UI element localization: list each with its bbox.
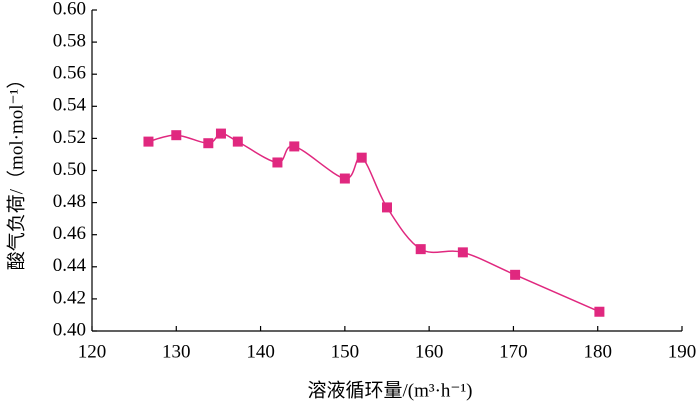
y-tick-label: 0.46 [53, 223, 86, 244]
y-tick-label: 0.58 [53, 30, 86, 51]
y-tick-label: 0.60 [53, 0, 86, 19]
marker [457, 247, 468, 258]
x-tick-label: 120 [78, 341, 107, 362]
y-tick-label: 0.44 [53, 255, 87, 276]
y-tick-label: 0.42 [53, 287, 86, 308]
marker [356, 152, 367, 163]
marker [415, 244, 426, 255]
x-tick-label: 130 [162, 341, 191, 362]
series-line [148, 132, 600, 313]
y-axis-label: 酸气负荷/（mol·mol⁻¹） [5, 70, 27, 270]
x-tick-label: 170 [499, 341, 528, 362]
x-tick-label: 140 [246, 341, 275, 362]
y-tick-label: 0.40 [53, 319, 86, 340]
marker [339, 173, 350, 184]
y-tick-label: 0.48 [53, 191, 86, 212]
marker [203, 138, 214, 149]
marker [143, 136, 154, 147]
y-tick-label: 0.52 [53, 127, 86, 148]
marker [232, 136, 243, 147]
y-tick-label: 0.54 [53, 95, 87, 116]
x-axis-label: 溶液循环量/(m³·h⁻¹) [308, 379, 473, 401]
marker [289, 141, 300, 152]
x-tick-label: 190 [668, 341, 697, 362]
marker [171, 130, 182, 141]
marker [215, 128, 226, 139]
x-tick-label: 180 [583, 341, 612, 362]
marker [594, 306, 605, 317]
marker [382, 202, 392, 213]
marker [510, 269, 521, 280]
x-tick-label: 150 [331, 341, 360, 362]
y-tick-label: 0.56 [53, 63, 86, 84]
x-tick-label: 160 [415, 341, 444, 362]
y-tick-label: 0.50 [53, 159, 86, 180]
marker [272, 157, 283, 168]
